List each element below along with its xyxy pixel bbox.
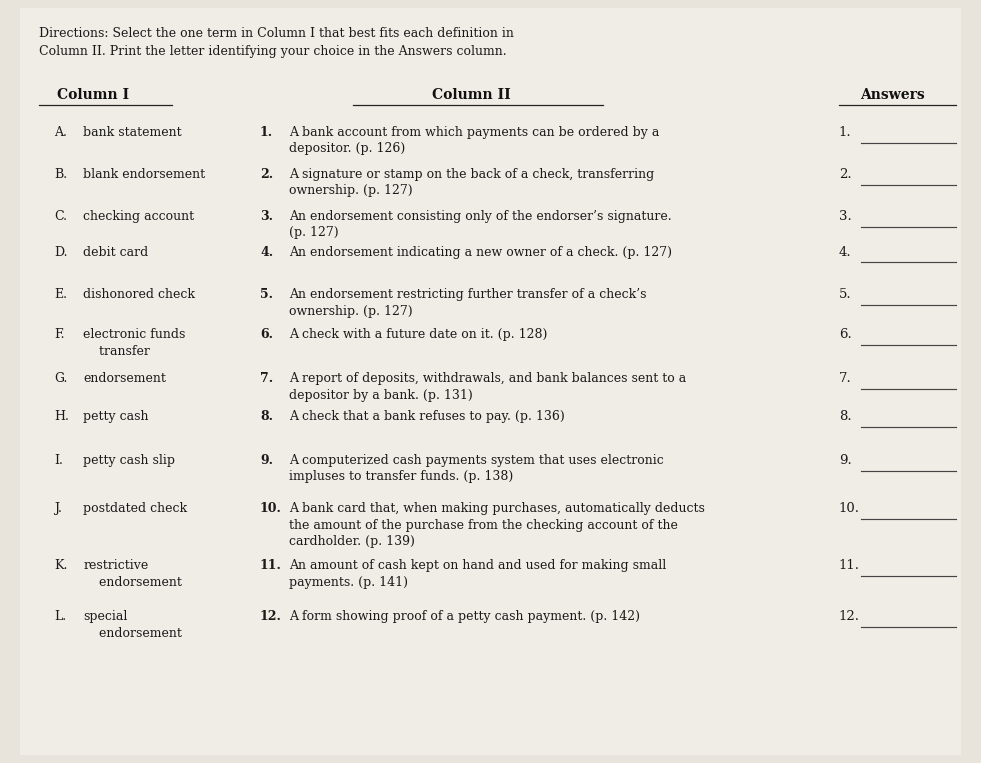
Text: I.: I. [54,454,63,467]
Text: 10.: 10. [839,502,859,515]
Text: postdated check: postdated check [83,502,187,515]
Text: 5.: 5. [839,288,852,301]
Text: 12.: 12. [260,610,282,623]
Text: 11.: 11. [260,559,282,572]
Text: debit card: debit card [83,246,149,259]
Text: Directions: Select the one term in Column I that best fits each definition in
Co: Directions: Select the one term in Colum… [39,27,514,58]
Text: 8.: 8. [839,410,852,423]
Text: H.: H. [54,410,69,423]
Text: An amount of cash kept on hand and used for making small
payments. (p. 141): An amount of cash kept on hand and used … [289,559,667,589]
Text: Column I: Column I [57,88,129,101]
Text: 1.: 1. [839,126,852,139]
Text: A bank card that, when making purchases, automatically deducts
the amount of the: A bank card that, when making purchases,… [289,502,705,548]
Text: 9.: 9. [260,454,273,467]
Text: A form showing proof of a petty cash payment. (p. 142): A form showing proof of a petty cash pay… [289,610,641,623]
Text: K.: K. [54,559,68,572]
Text: Column II: Column II [432,88,510,101]
Text: 3.: 3. [260,210,273,223]
Text: A computerized cash payments system that uses electronic
impluses to transfer fu: A computerized cash payments system that… [289,454,664,484]
Text: L.: L. [54,610,66,623]
Text: C.: C. [54,210,67,223]
Text: 8.: 8. [260,410,273,423]
Text: 3.: 3. [839,210,852,223]
Text: 7.: 7. [839,372,852,385]
Text: special
    endorsement: special endorsement [83,610,182,640]
Text: G.: G. [54,372,68,385]
Text: 6.: 6. [839,328,852,341]
Text: 7.: 7. [260,372,273,385]
Text: blank endorsement: blank endorsement [83,168,205,181]
Text: restrictive
    endorsement: restrictive endorsement [83,559,182,589]
Text: 11.: 11. [839,559,859,572]
Text: B.: B. [54,168,67,181]
Text: A check with a future date on it. (p. 128): A check with a future date on it. (p. 12… [289,328,547,341]
Text: bank statement: bank statement [83,126,182,139]
Text: E.: E. [54,288,67,301]
Text: petty cash slip: petty cash slip [83,454,176,467]
Text: An endorsement consisting only of the endorser’s signature.
(p. 127): An endorsement consisting only of the en… [289,210,672,240]
Text: 9.: 9. [839,454,852,467]
Text: 10.: 10. [260,502,282,515]
Text: J.: J. [54,502,62,515]
Text: F.: F. [54,328,65,341]
Text: 4.: 4. [839,246,852,259]
Text: dishonored check: dishonored check [83,288,195,301]
Text: A.: A. [54,126,67,139]
Text: 6.: 6. [260,328,273,341]
Text: endorsement: endorsement [83,372,166,385]
Text: D.: D. [54,246,68,259]
Text: 2.: 2. [260,168,273,181]
Text: A signature or stamp on the back of a check, transferring
ownership. (p. 127): A signature or stamp on the back of a ch… [289,168,654,198]
Text: 12.: 12. [839,610,859,623]
Text: A check that a bank refuses to pay. (p. 136): A check that a bank refuses to pay. (p. … [289,410,565,423]
Text: 2.: 2. [839,168,852,181]
Text: A bank account from which payments can be ordered by a
depositor. (p. 126): A bank account from which payments can b… [289,126,660,156]
Text: A report of deposits, withdrawals, and bank balances sent to a
depositor by a ba: A report of deposits, withdrawals, and b… [289,372,687,402]
Text: 1.: 1. [260,126,273,139]
Text: An endorsement restricting further transfer of a check’s
ownership. (p. 127): An endorsement restricting further trans… [289,288,646,318]
Text: 5.: 5. [260,288,273,301]
Text: An endorsement indicating a new owner of a check. (p. 127): An endorsement indicating a new owner of… [289,246,672,259]
Text: 4.: 4. [260,246,273,259]
Text: checking account: checking account [83,210,194,223]
Text: petty cash: petty cash [83,410,149,423]
Text: electronic funds
    transfer: electronic funds transfer [83,328,185,358]
Text: Answers: Answers [860,88,925,101]
